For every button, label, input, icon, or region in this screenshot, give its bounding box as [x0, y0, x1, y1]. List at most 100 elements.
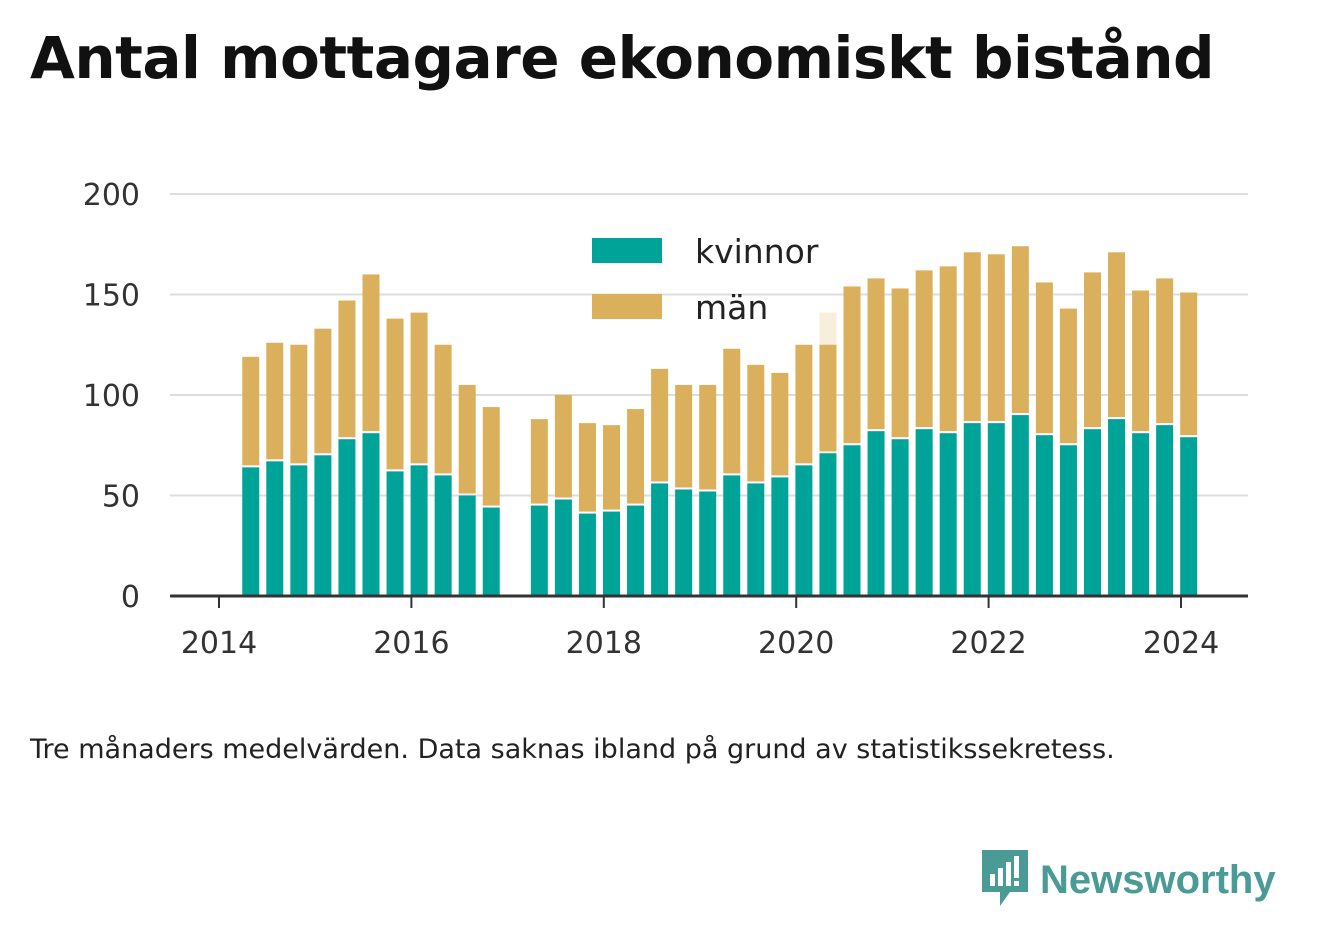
bar-man: [1059, 308, 1077, 444]
bar-kvinnor: [1108, 419, 1126, 596]
bar-kvinnor: [795, 465, 813, 596]
bar-man: [386, 318, 404, 470]
bar-man: [1132, 290, 1150, 432]
bar-kvinnor: [771, 477, 789, 596]
bar-man: [554, 395, 572, 498]
bar-man: [843, 286, 861, 444]
bar-man: [963, 252, 981, 422]
bar-kvinnor: [314, 455, 332, 596]
bar-man: [1083, 272, 1101, 428]
bar-man: [530, 419, 548, 504]
bar-man: [1108, 252, 1126, 418]
bar-man: [651, 368, 669, 482]
bar-kvinnor: [1035, 435, 1053, 596]
bar-man: [771, 372, 789, 476]
bar-man: [675, 384, 693, 488]
bar-man: [987, 254, 1005, 422]
bar-man: [1156, 278, 1174, 424]
x-tick-label: 2016: [373, 626, 449, 661]
bar-kvinnor: [915, 429, 933, 596]
bar-man: [290, 344, 308, 464]
bar-kvinnor: [386, 471, 404, 596]
bar-kvinnor: [843, 445, 861, 596]
bar-kvinnor: [891, 439, 909, 596]
bar-kvinnor: [458, 495, 476, 596]
bar-kvinnor: [747, 483, 765, 596]
bar-kvinnor: [410, 465, 428, 596]
bar-man: [434, 344, 452, 474]
bar-kvinnor: [602, 511, 620, 596]
bar-kvinnor: [362, 433, 380, 596]
bar-man: [627, 409, 645, 504]
bar-man: [915, 270, 933, 428]
bar-man: [939, 266, 957, 432]
chart-title: Antal mottagare ekonomiskt bistånd: [30, 24, 1215, 92]
bar-man: [602, 425, 620, 510]
legend: kvinnor män: [592, 232, 819, 327]
bar-kvinnor: [338, 439, 356, 596]
x-tick-label: 2024: [1143, 626, 1219, 661]
y-tick-label: 150: [83, 279, 140, 314]
bar-kvinnor: [699, 491, 717, 596]
bars: [242, 246, 1198, 596]
legend-swatch-kvinnor: [592, 238, 662, 263]
bar-kvinnor: [939, 433, 957, 596]
bar-kvinnor: [987, 423, 1005, 596]
bar-kvinnor: [627, 505, 645, 596]
bar-man: [867, 278, 885, 430]
bar-man: [795, 344, 813, 464]
x-axis: 2014 2016 2018 2020 2022 2024: [170, 594, 1248, 661]
bar-man: [362, 274, 380, 432]
bar-man: [747, 364, 765, 482]
footnote: Tre månaders medelvärden. Data saknas ib…: [30, 734, 1115, 765]
bar-man: [578, 423, 596, 512]
legend-label-kvinnor: kvinnor: [695, 232, 819, 271]
bar-kvinnor: [723, 475, 741, 596]
bar-man: [242, 356, 260, 466]
x-tick-label: 2020: [758, 626, 834, 661]
bar-kvinnor: [1059, 445, 1077, 596]
bar-man: [699, 384, 717, 490]
stacked-bar-chart: 0 50 100 150 200 2014 2016 2018 2020 2022 2024 kv…: [83, 178, 1248, 661]
bar-man: [410, 312, 428, 464]
bar-kvinnor: [530, 505, 548, 596]
bar-kvinnor: [651, 483, 669, 596]
bar-kvinnor: [290, 465, 308, 596]
bar-kvinnor: [963, 423, 981, 596]
bar-man: [1035, 282, 1053, 434]
x-tick-label: 2014: [181, 626, 257, 661]
brand-logo: Newsworthy: [980, 848, 1276, 912]
bar-man: [338, 300, 356, 438]
bar-man: [1011, 246, 1029, 414]
y-tick-label: 50: [102, 480, 140, 515]
bar-kvinnor: [819, 453, 837, 596]
brand-name: Newsworthy: [1040, 857, 1276, 902]
y-tick-label: 100: [83, 379, 140, 414]
y-tick-label: 200: [83, 178, 140, 213]
legend-label-man: män: [695, 288, 768, 327]
x-tick-label: 2018: [566, 626, 642, 661]
bar-kvinnor: [434, 475, 452, 596]
bar-man: [482, 407, 500, 506]
bar-kvinnor: [1156, 425, 1174, 596]
y-tick-label: 0: [121, 580, 140, 615]
bar-man: [314, 328, 332, 454]
bar-kvinnor: [578, 513, 596, 596]
bar-man: [891, 288, 909, 438]
bar-man: [723, 348, 741, 474]
bar-man: [458, 384, 476, 494]
bar-kvinnor: [1011, 415, 1029, 596]
bar-kvinnor: [266, 461, 284, 596]
x-tick-label: 2022: [950, 626, 1026, 661]
bar-kvinnor: [242, 467, 260, 596]
bar-kvinnor: [1180, 437, 1198, 596]
bar-kvinnor: [482, 507, 500, 596]
bar-man: [819, 344, 837, 452]
bar-kvinnor: [867, 431, 885, 596]
legend-swatch-man: [592, 294, 662, 319]
bar-man: [266, 342, 284, 460]
newsworthy-logo-icon: [980, 848, 1030, 912]
bar-man: [1180, 292, 1198, 436]
y-axis-ticks: 0 50 100 150 200: [83, 178, 140, 615]
bar-kvinnor: [1083, 429, 1101, 596]
